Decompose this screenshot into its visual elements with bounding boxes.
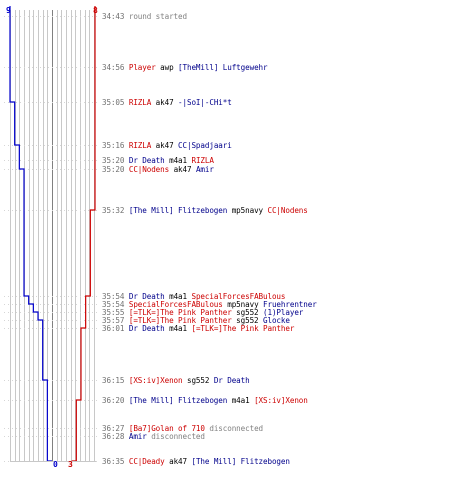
event-text: Dr Death	[128, 324, 165, 333]
event-time: 35:20	[102, 156, 129, 165]
blue-start-count: 9	[6, 6, 11, 15]
event-text: CC|Spadjaari	[178, 141, 232, 150]
event-time: 35:55	[102, 308, 129, 317]
blue-end-count: 0	[53, 460, 58, 469]
event-time: 35:32	[102, 206, 129, 215]
event-time: 34:56	[102, 63, 129, 72]
event-text: [=TLK=]The Pink Panther	[128, 316, 232, 325]
event-text: CC|Nodens	[128, 165, 170, 174]
event-row: 35:57 [=TLK=]The Pink Panther sg552 Gloc…	[102, 316, 290, 325]
event-text: disconnected	[204, 424, 264, 433]
event-text: Dr Death	[128, 292, 165, 301]
event-text: [XS:iv]Xenon	[254, 396, 308, 405]
event-text: RIZLA	[128, 98, 152, 107]
event-row: 35:20 CC|Nodens ak47 Amir	[102, 165, 214, 174]
event-text: Player	[128, 63, 156, 72]
event-text: ak47	[151, 141, 179, 150]
event-time: 35:20	[102, 165, 129, 174]
event-text: [The Mill] Flitzebogen	[128, 396, 228, 405]
event-text: disconnected	[146, 432, 205, 441]
event-text: m4a1	[227, 396, 255, 405]
event-time: 36:20	[102, 396, 129, 405]
red-team-alive-line	[71, 6, 96, 462]
event-text: [XS:iv]Xenon	[128, 376, 183, 385]
event-row: 35:20 Dr Death m4a1 RIZLA	[102, 156, 214, 165]
event-text: [Ba7]Golan of 710	[128, 424, 205, 433]
event-text: Glocke	[263, 316, 290, 325]
event-text: mp5navy	[227, 206, 268, 215]
event-row: 36:15 [XS:iv]Xenon sg552 Dr Death	[102, 376, 250, 385]
event-row: 35:16 RIZLA ak47 CC|Spadjaari	[102, 141, 232, 150]
event-time: 35:54	[102, 292, 129, 301]
event-text: m4a1	[164, 156, 192, 165]
event-row: 36:20 [The Mill] Flitzebogen m4a1 [XS:iv…	[102, 396, 308, 405]
event-text: sg552	[182, 376, 214, 385]
event-text: SpecialForcesFABulous	[191, 292, 286, 301]
event-text: Dr Death	[213, 376, 250, 385]
red-end-count: 3	[68, 460, 73, 469]
event-text: Amir	[128, 432, 147, 441]
event-time: 35:54	[102, 300, 129, 309]
event-text: [The Mill] Flitzebogen	[128, 206, 228, 215]
event-text: CC|Nodens	[267, 206, 308, 215]
event-row: 35:54 SpecialForcesFABulous mp5navy Frue…	[102, 300, 317, 309]
event-text: [TheMill] Luftgewehr	[178, 63, 268, 72]
event-text: ak47	[169, 165, 196, 174]
event-text: [=TLK=]The Pink Panther	[128, 308, 232, 317]
event-text: -|SoI|-CHi*t	[178, 98, 232, 107]
event-time: 35:57	[102, 316, 129, 325]
event-row: 34:43 round started	[102, 12, 187, 21]
event-row: 35:32 [The Mill] Flitzebogen mp5navy CC|…	[102, 206, 308, 215]
blue-team-alive-line	[9, 6, 53, 462]
event-text: m4a1	[164, 324, 192, 333]
event-text: SpecialForcesFABulous	[128, 300, 223, 309]
red-start-count: 8	[93, 6, 98, 15]
event-time: 36:01	[102, 324, 129, 333]
event-time: 36:15	[102, 376, 129, 385]
event-text: awp	[155, 63, 179, 72]
event-text: Amir	[195, 165, 214, 174]
event-time: 36:35	[102, 457, 129, 466]
event-text: Dr Death	[128, 156, 165, 165]
event-row: 36:28 Amir disconnected	[102, 432, 205, 441]
event-time: 36:28	[102, 432, 129, 441]
event-time: 34:43	[102, 12, 129, 21]
event-time: 35:05	[102, 98, 129, 107]
event-text: sg552	[231, 308, 264, 317]
event-text: CC|Deady	[128, 457, 165, 466]
event-row: 34:56 Player awp [TheMill] Luftgewehr	[102, 63, 268, 72]
event-text: sg552	[231, 316, 264, 325]
event-row: 36:27 [Ba7]Golan of 710 disconnected	[102, 424, 263, 433]
event-row: 35:05 RIZLA ak47 -|SoI|-CHi*t	[102, 98, 232, 107]
event-text: m4a1	[164, 292, 192, 301]
event-text: RIZLA	[128, 141, 152, 150]
event-row: 36:01 Dr Death m4a1 [=TLK=]The Pink Pant…	[102, 324, 294, 333]
event-text: Fruehrentner	[263, 300, 317, 309]
event-text: [The Mill] Flitzebogen	[191, 457, 290, 466]
event-time: 35:16	[102, 141, 129, 150]
event-text: ak47	[164, 457, 192, 466]
event-time: 36:27	[102, 424, 129, 433]
event-text: mp5navy	[222, 300, 264, 309]
event-text: round started	[128, 12, 187, 21]
event-text: (1)Player	[263, 308, 304, 317]
event-text: ak47	[151, 98, 179, 107]
event-text: [=TLK=]The Pink Panther	[191, 324, 295, 333]
event-row: 35:55 [=TLK=]The Pink Panther sg552 (1)P…	[102, 308, 303, 317]
players-alive-chart	[4, 6, 100, 462]
event-row: 36:35 CC|Deady ak47 [The Mill] Flitzebog…	[102, 457, 290, 466]
event-row: 35:54 Dr Death m4a1 SpecialForcesFABulou…	[102, 292, 285, 301]
event-text: RIZLA	[191, 156, 214, 165]
